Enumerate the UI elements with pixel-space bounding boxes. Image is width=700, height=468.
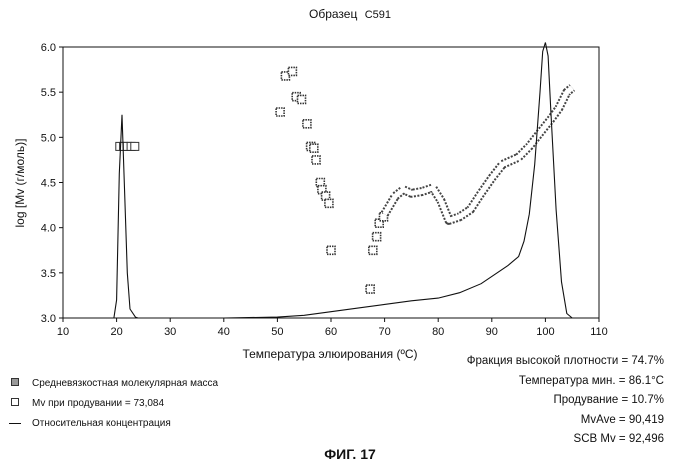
- y-axis-title: log [Mv (г/моль)]: [13, 139, 27, 228]
- mv-data-point: [367, 245, 378, 256]
- y-tick-label: 4.5: [41, 178, 56, 190]
- chart-sample-id: C591: [365, 9, 391, 21]
- x-tick-label: 20: [110, 326, 122, 338]
- x-tick-label: 90: [486, 326, 498, 338]
- x-tick-label: 110: [590, 326, 608, 338]
- x-tick-label: 80: [432, 326, 444, 338]
- y-tick-label: 3.5: [41, 268, 56, 280]
- x-tick-label: 70: [378, 326, 390, 338]
- y-tick-label: 5.0: [41, 132, 56, 144]
- mv-data-point: [302, 119, 312, 129]
- mv-data-point: [365, 284, 375, 294]
- mv-data-point: [291, 91, 302, 102]
- stat-high-density: Фракция высокой плотности = 74.7%: [466, 355, 664, 367]
- y-tick-label: 3.0: [41, 313, 56, 325]
- y-tick-label: 6.0: [41, 42, 56, 54]
- filled-square-marker-icon: [8, 374, 22, 394]
- legend-label: Mv при продувании = 73,084: [32, 398, 165, 409]
- stats-panel: Фракция высокой плотности = 74.7% Темпер…: [467, 352, 664, 450]
- x-tick-label: 50: [271, 326, 283, 338]
- x-axis-ticks: 10 20 30 40 50 60 70 80 90 100 110: [57, 318, 608, 338]
- mv-data-point: [371, 231, 382, 242]
- chart-title: Образец C591: [309, 7, 391, 21]
- x-axis-title: Температура элюирования (ºC): [242, 347, 417, 361]
- y-tick-label: 5.5: [41, 87, 56, 99]
- figure-label: ФИГ. 17: [324, 446, 376, 462]
- mv-data-point: [296, 94, 307, 105]
- x-tick-label: 30: [164, 326, 176, 338]
- mv-band-fill: [382, 85, 574, 223]
- legend-item: Mv при продувании = 73,084: [8, 394, 218, 414]
- y-axis-ticks: 3.0 3.5 4.0 4.5 5.0 5.5 6.0: [41, 42, 63, 325]
- mv-data-point: [326, 245, 336, 256]
- legend-label: Средневязкостная молекулярная масса: [32, 378, 219, 389]
- x-tick-label: 10: [57, 326, 69, 338]
- series-layer: [63, 42, 599, 319]
- open-square-marker-icon: [8, 394, 22, 414]
- legend: Средневязкостная молекулярная масса Mv п…: [8, 374, 218, 434]
- stat-purge: Продувание = 10.7%: [553, 394, 664, 406]
- x-tick-label: 40: [218, 326, 230, 338]
- mv-data-point: [308, 143, 319, 153]
- mv-data-point: [275, 107, 285, 117]
- stat-mvave: MvAve = 90,419: [580, 413, 664, 426]
- mv-data-point: [287, 66, 298, 77]
- chart-title-text: Образец: [309, 7, 357, 21]
- plot-frame: [62, 46, 600, 319]
- legend-item: Относительная концентрация: [8, 414, 218, 434]
- stat-scb-mv: SCB Mv = 92,496: [573, 433, 664, 445]
- stat-min-temperature: Температура мин. = 86.1°C: [518, 374, 664, 387]
- legend-item: Средневязкостная молекулярная масса: [8, 374, 218, 394]
- x-tick-label: 60: [325, 326, 337, 338]
- y-tick-label: 4.0: [41, 223, 56, 235]
- mv-data-point: [280, 71, 291, 81]
- x-tick-label: 100: [536, 326, 554, 338]
- legend-label: Относительная концентрация: [32, 418, 171, 429]
- line-marker-icon: [8, 414, 22, 434]
- mv-data-point: [311, 155, 321, 165]
- concentration-line: [63, 42, 599, 319]
- mv-data-point: [324, 198, 334, 209]
- purge-data-point: [130, 141, 140, 151]
